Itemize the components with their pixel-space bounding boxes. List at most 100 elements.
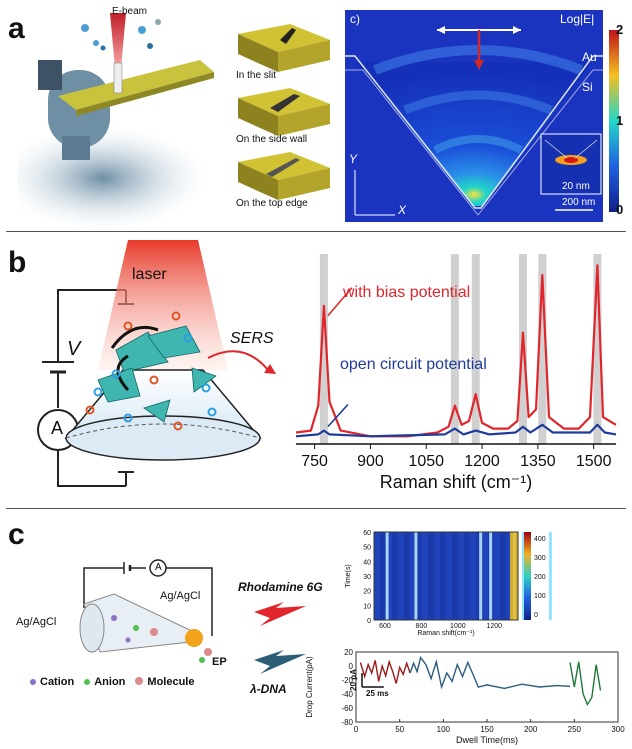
slit-blocks (238, 24, 330, 200)
lightning-icons (254, 602, 306, 674)
trace-segment-1 (409, 656, 571, 690)
legend-bias: with bias potential (343, 284, 471, 301)
panel-b-label: b (8, 246, 27, 279)
heatmap-stripe-2 (386, 532, 392, 620)
heatmap-y-tick-0: 60 (363, 530, 371, 537)
heatmap-x-tick-2: 1000 (450, 623, 466, 630)
peak-band-5 (593, 254, 602, 444)
heatmap-stripe-14 (458, 532, 464, 620)
panel-a-label: a (8, 12, 25, 45)
sim-field (355, 62, 593, 206)
peak-band-0 (319, 254, 328, 444)
ocp-pointer (327, 404, 349, 428)
x-tick-label-0: 750 (301, 453, 328, 470)
slit-caption-2: On the side wall (236, 134, 308, 145)
heatmap-frame (373, 531, 519, 621)
peak-band-2 (471, 254, 480, 444)
heatmap-stripe-0 (374, 532, 380, 620)
sample-tip (113, 62, 123, 94)
trace-y-tick-4: -60 (341, 704, 353, 713)
legend-cation: Cation (30, 676, 74, 688)
heatmap-stripe-6 (410, 532, 416, 620)
heatmap-y-tick-2: 40 (363, 559, 371, 566)
ammeter-c-label: A (155, 562, 162, 573)
heatmap-edge (510, 532, 518, 620)
heatmap-stripe-10 (434, 532, 440, 620)
heatmap-band-5 (521, 532, 525, 620)
sers-label: SERS (230, 330, 274, 347)
heatmap-colorbar (524, 532, 531, 620)
scalebar-y-label: 20 pA (349, 669, 358, 691)
circuit-wire-top (57, 289, 126, 362)
heatmap-y-tick-1: 50 (363, 545, 371, 552)
x-tick-label-2: 1050 (408, 453, 444, 470)
nanopyramid-1 (115, 331, 169, 373)
heatmap-y-tick-5: 10 (363, 603, 371, 610)
slit-block-2 (238, 88, 330, 136)
circuit-wire-bottom (57, 450, 126, 487)
lightning-teal-icon (254, 650, 306, 674)
slit-block-1 (238, 24, 330, 72)
legend-ocp: open circuit potential (340, 356, 487, 373)
voltage-label: V (67, 338, 81, 360)
heatmap-stripe-7 (416, 532, 422, 620)
heatmap-cbar-tick-2: 200 (534, 574, 546, 581)
lightning-red-icon (254, 602, 306, 626)
heatmap-band-1 (414, 532, 418, 620)
sim-tag: c) (350, 12, 360, 26)
divider-bc (6, 508, 626, 509)
heatmap-cbar-tick-1: 300 (534, 555, 546, 562)
trace-segment-2 (569, 661, 602, 707)
heatmap-band-3 (489, 532, 493, 620)
cbar-tick-1: 1 (616, 113, 624, 128)
ammeter-label: A (51, 418, 64, 438)
trace-segment-0 (359, 659, 411, 684)
legend-molecule: Molecule (135, 676, 194, 688)
heatmap-stripe-8 (422, 532, 428, 620)
electrode-left-label: Ag/AgCl (16, 616, 57, 628)
inset-scale-label: 20 nm (562, 181, 590, 192)
si-outline (345, 69, 603, 216)
heatmap-cbar-tick-3: 100 (534, 593, 546, 600)
series-line-0 (295, 264, 617, 438)
sers-cell-illustration (37, 240, 276, 487)
heatmap-stripe-21 (500, 532, 506, 620)
sim-scale-label: 200 nm (562, 197, 596, 208)
heatmap-y-label: Time(s) (345, 564, 352, 587)
trace-y-tick-0: 20 (344, 648, 353, 657)
divider-ab (6, 231, 626, 232)
heatmap-stripe-18 (482, 532, 488, 620)
nanopipette-illustration (79, 559, 213, 663)
heatmap-stripe-5 (404, 532, 410, 620)
pipette-tip-ep (185, 629, 203, 647)
chip-plate (58, 60, 214, 110)
heatmap-cbar-tick-0: 400 (534, 536, 546, 543)
ebeam-setup-illustration (18, 13, 214, 230)
electrode-right-label: Ag/AgCl (160, 590, 201, 602)
heatmap-x-label: Raman shift(cm⁻¹) (417, 630, 474, 637)
heatmap-stripe-12 (446, 532, 452, 620)
heatmap-stripe-22 (506, 532, 512, 620)
heatmap-band-0 (385, 532, 389, 620)
ep-label: EP (212, 656, 227, 668)
heatmap-band-2 (479, 532, 483, 620)
ebeam-label: E-beam (112, 6, 148, 17)
trace-x-label: Dwell Time(ms) (456, 735, 518, 745)
heatmap-stripe-16 (470, 532, 476, 620)
slit-caption-3: On the top edge (236, 198, 308, 209)
trace-y-tick-3: -40 (341, 690, 353, 699)
ground-shadow (18, 126, 208, 230)
x-tick-label-1: 900 (357, 453, 384, 470)
bias-pointer (327, 287, 353, 317)
trace-x-tick-1: 50 (395, 725, 404, 734)
rhodamine-label: Rhodamine 6G (238, 580, 323, 594)
sim-colorbar-title: Log|E| (560, 12, 595, 26)
peak-band-1 (450, 254, 459, 444)
sim-colorbar (609, 30, 619, 212)
slit-caption-1: In the slit (236, 70, 277, 81)
x-tick-label-5: 1500 (576, 453, 612, 470)
heatmap-stripe-4 (398, 532, 404, 620)
laser-label: laser (132, 266, 167, 283)
